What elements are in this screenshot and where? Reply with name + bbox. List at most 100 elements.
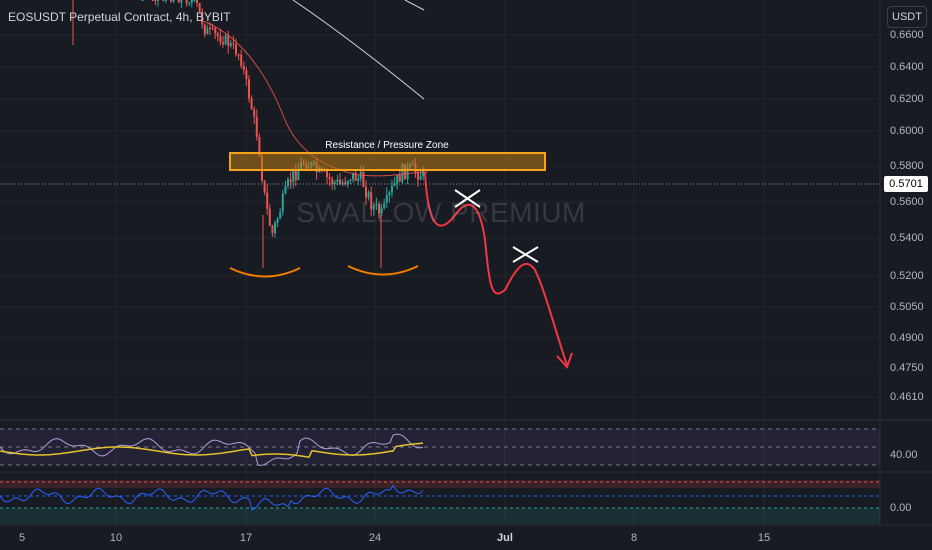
resistance-zone[interactable] — [229, 152, 546, 171]
macd-line — [0, 484, 424, 511]
candle-body — [331, 179, 334, 184]
candle-body — [336, 179, 339, 182]
price-tick: 0.6600 — [890, 29, 924, 41]
rsi-ma-line — [0, 442, 424, 459]
macd-lower-band — [0, 508, 880, 524]
price-tick: 0.4900 — [890, 332, 924, 344]
candle-body — [279, 211, 282, 219]
candle-body — [372, 205, 375, 210]
candle-body — [271, 225, 274, 234]
candle-body — [170, 0, 172, 2]
rsi-level-label: 40.00 — [890, 449, 918, 461]
candle-body — [240, 54, 243, 66]
time-tick: 17 — [239, 532, 253, 544]
candle-body — [294, 170, 297, 181]
candle-body — [206, 27, 209, 35]
candle-body — [328, 177, 331, 180]
candle-body — [180, 0, 183, 3]
candle-body — [263, 180, 266, 193]
price-tick: 0.5200 — [890, 270, 924, 282]
candle-body — [393, 183, 396, 186]
candle-body — [276, 218, 279, 223]
candle-body — [354, 172, 357, 181]
candle-body — [151, 0, 154, 1]
time-tick: 15 — [757, 532, 771, 544]
candle-body — [185, 0, 188, 4]
candle-body — [157, 0, 159, 1]
price-tick: 0.6400 — [890, 61, 924, 73]
candle-body — [281, 193, 284, 212]
candle-body — [209, 27, 211, 29]
candle-body — [339, 179, 341, 185]
macd-level-label: 0.00 — [890, 502, 912, 514]
price-tick: 0.6200 — [890, 93, 924, 105]
currency-button[interactable]: USDT — [887, 6, 927, 28]
candle-body — [255, 116, 258, 138]
candle-body — [401, 164, 404, 182]
candle-body — [274, 222, 276, 234]
candle-body — [214, 28, 217, 34]
candle-body — [235, 44, 237, 55]
arc-bottom-icon — [347, 265, 419, 276]
candle-body — [378, 204, 380, 214]
candle-body — [268, 208, 271, 226]
time-tick: Jul — [497, 532, 513, 544]
watermark: SWALLOW PREMIUM — [296, 197, 586, 228]
candle-body — [211, 28, 214, 30]
zone-label: Resistance / Pressure Zone — [325, 140, 449, 151]
candle-body — [193, 0, 196, 1]
candle-body — [417, 172, 419, 180]
arrow-down-icon — [556, 352, 573, 369]
candle-body — [357, 178, 360, 181]
candle-body — [250, 98, 253, 110]
macd-upper-band — [0, 480, 880, 488]
candle-body — [349, 179, 352, 181]
candle-body — [237, 54, 240, 56]
candle-body — [172, 0, 175, 2]
candle-body — [164, 0, 167, 1]
candle-body — [229, 43, 232, 46]
candle-body — [391, 185, 393, 193]
candle-body — [396, 174, 399, 184]
vertical-grid — [115, 0, 765, 525]
price-tick: 0.6000 — [890, 125, 924, 137]
candle-body — [297, 169, 300, 181]
candle-body — [419, 176, 422, 180]
ma-short-line — [199, 19, 429, 177]
current-price-tag: 0.5701 — [884, 176, 928, 192]
price-tick: 0.5800 — [890, 160, 924, 172]
candle-body — [198, 3, 201, 12]
chart-title[interactable]: EOSUSDT Perpetual Contract, 4h, BYBIT — [8, 10, 231, 24]
x-mark-icon — [512, 246, 539, 263]
candle-body — [141, 0, 144, 1]
candle-body — [227, 35, 230, 46]
price-tick: 0.5400 — [890, 232, 924, 244]
candle-body — [248, 79, 250, 99]
candle-body — [188, 2, 191, 4]
candle-body — [287, 179, 289, 186]
candle-body — [177, 0, 180, 3]
candle-body — [380, 208, 383, 214]
candle-body — [352, 172, 354, 180]
candle-body — [292, 170, 295, 182]
time-tick: 5 — [18, 532, 26, 544]
projection-path — [424, 171, 568, 366]
time-tick: 24 — [368, 532, 382, 544]
candle-body — [162, 0, 165, 1]
candle-body — [266, 192, 269, 209]
candle-body — [216, 33, 219, 37]
candle-body — [258, 137, 261, 157]
candle-body — [375, 204, 378, 206]
x-mark-icon — [454, 189, 481, 208]
candle-body — [333, 181, 336, 184]
horizontal-grid — [0, 34, 880, 398]
candle-body — [406, 166, 409, 180]
candle-body — [370, 192, 373, 210]
price-tick: 0.5050 — [890, 301, 924, 313]
candle-body — [245, 70, 248, 80]
time-tick: 10 — [109, 532, 123, 544]
price-tick: 0.5600 — [890, 196, 924, 208]
ma-long-line-top — [404, 0, 425, 11]
candle-body — [284, 185, 287, 194]
